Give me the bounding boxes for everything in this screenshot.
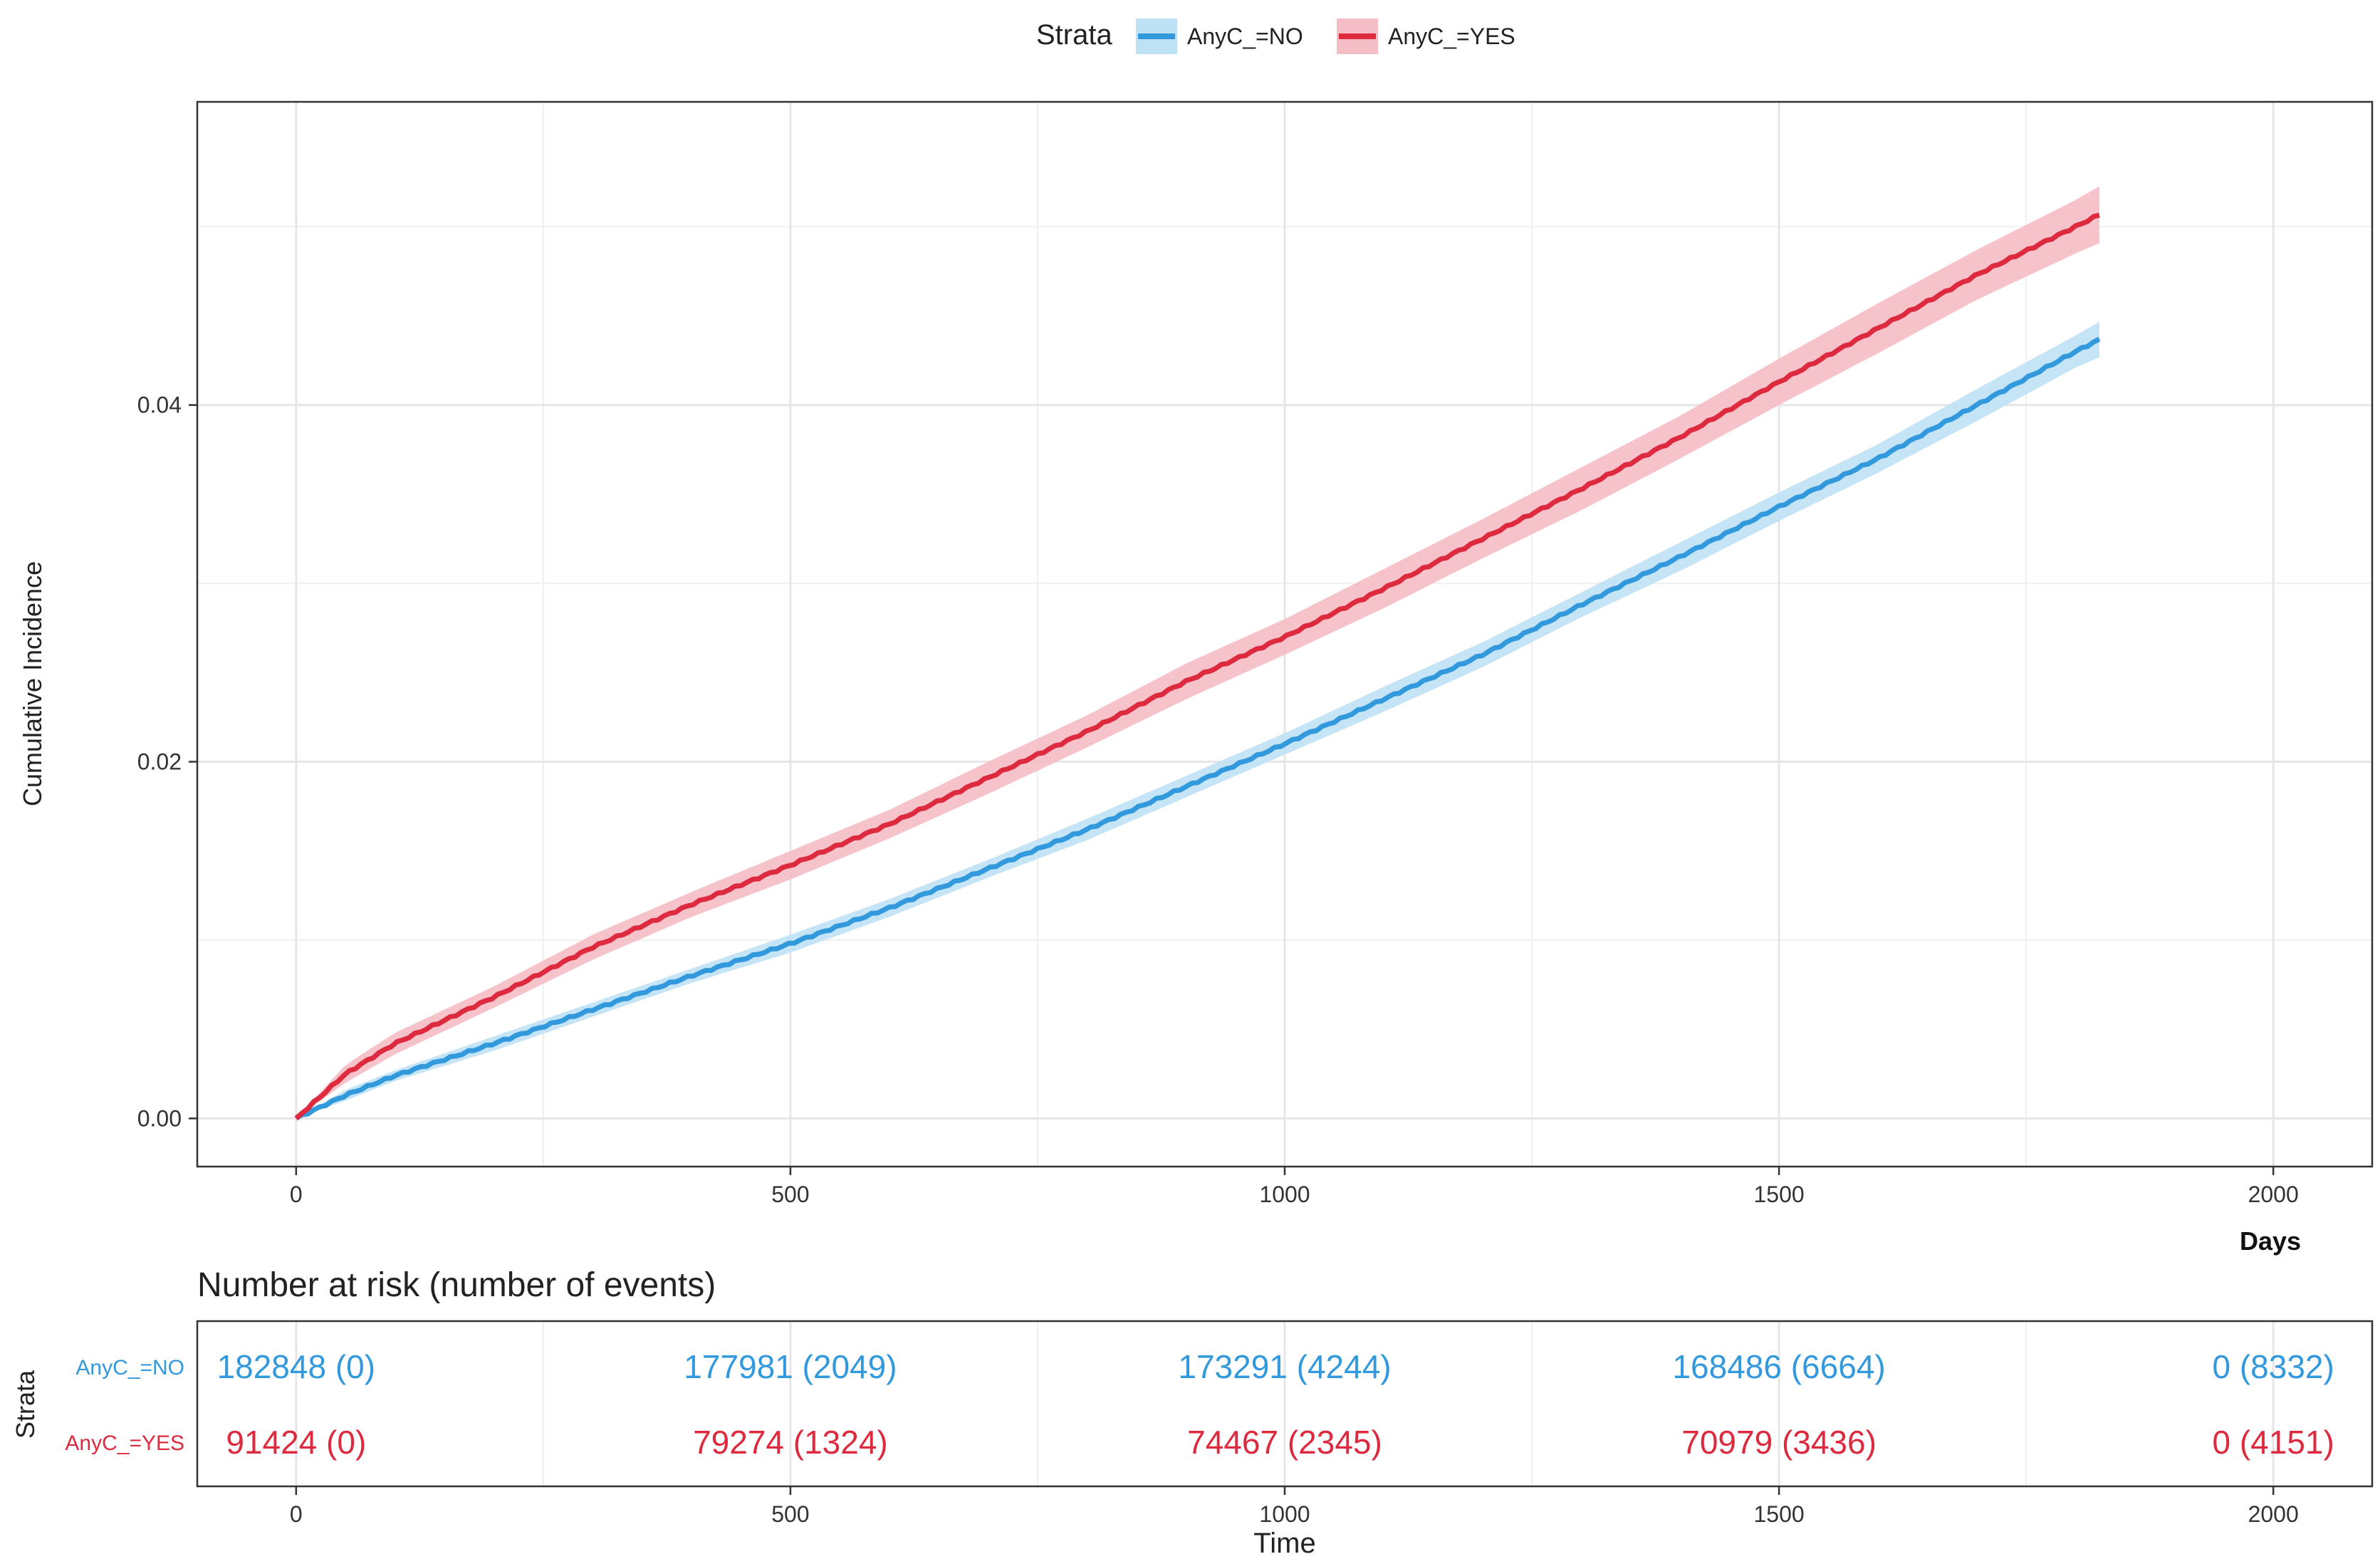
main-ticks: 0 500 1000 1500 2000 0.00 0.02 0.04: [137, 392, 2299, 1207]
risk-x-tick-label: 0: [290, 1501, 303, 1527]
risk-table: Number at risk (number of events) Strata…: [11, 1266, 2374, 1559]
risk-cell: 91424 (0): [226, 1424, 366, 1461]
legend-label-no: AnyC_=NO: [1187, 24, 1303, 49]
x-tick-label: 500: [771, 1182, 809, 1207]
risk-cell: 0 (8332): [2213, 1348, 2334, 1385]
ci-bands: [296, 186, 2099, 1119]
y-tick-label: 0.04: [137, 392, 182, 418]
x-axis-label: Days: [2240, 1226, 2301, 1256]
risk-cell: 168486 (6664): [1672, 1348, 1885, 1385]
risk-x-tick-label: 2000: [2248, 1501, 2299, 1527]
x-tick-label: 1500: [1753, 1182, 1804, 1207]
y-tick-label: 0.00: [137, 1105, 182, 1131]
legend: Strata AnyC_=NO AnyC_=YES: [1036, 19, 1515, 54]
risk-cell: 177981 (2049): [684, 1348, 897, 1385]
risk-cell: 173291 (4244): [1178, 1348, 1391, 1385]
risk-row-label: AnyC_=NO: [75, 1356, 184, 1380]
series-line-yes: [294, 212, 2100, 1121]
legend-title: Strata: [1036, 19, 1112, 51]
x-tick-label: 0: [290, 1182, 303, 1207]
risk-ticks: 0 500 1000 1500 2000: [290, 1486, 2299, 1527]
risk-cell: 70979 (3436): [1681, 1424, 1877, 1461]
main-plot: 0 500 1000 1500 2000 0.00 0.02 0.04 Cumulative …: [18, 100, 2374, 1256]
legend-label-yes: AnyC_=YES: [1388, 24, 1515, 49]
risk-cell: 74467 (2345): [1187, 1424, 1382, 1461]
y-axis-label: Cumulative Incidence: [18, 561, 47, 806]
risk-grid: [295, 1321, 2275, 1486]
x-tick-label: 2000: [2248, 1182, 2299, 1207]
risk-table-title: Number at risk (number of events): [197, 1266, 716, 1304]
risk-x-tick-label: 1500: [1753, 1501, 1804, 1527]
series-line-no: [294, 336, 2101, 1121]
series-lines: [294, 212, 2101, 1121]
y-tick-label: 0.02: [137, 749, 182, 775]
risk-x-axis-label: Time: [1253, 1528, 1315, 1559]
risk-rows: AnyC_=NO 182848 (0) 177981 (2049) 173291 (4…: [65, 1348, 2334, 1461]
risk-strata-label: Strata: [11, 1370, 40, 1439]
risk-cell: 182848 (0): [217, 1348, 376, 1385]
risk-cell: 79274 (1324): [693, 1424, 888, 1461]
risk-row-label: AnyC_=YES: [65, 1432, 184, 1455]
ci-band-yes: [296, 186, 2099, 1119]
risk-x-tick-label: 1000: [1259, 1501, 1310, 1527]
risk-x-tick-label: 500: [771, 1501, 809, 1527]
x-tick-label: 1000: [1259, 1182, 1310, 1207]
risk-cell: 0 (4151): [2213, 1424, 2334, 1461]
